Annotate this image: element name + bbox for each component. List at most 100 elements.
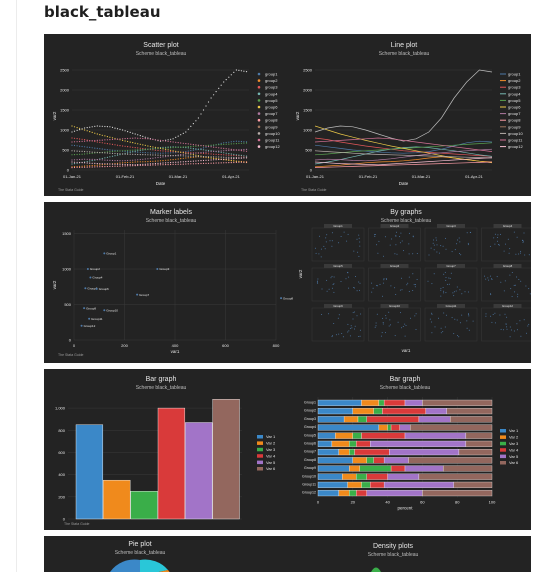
bar-graph-vertical-legend-label: Var 1 bbox=[266, 434, 276, 439]
bar-graph-horizontal-segment-var2 bbox=[361, 399, 380, 406]
scatter-plot-point-group6 bbox=[182, 152, 184, 154]
scatter-plot-point-group7 bbox=[99, 159, 101, 161]
panel-row-2: Marker labels Scheme black_tableau 0 500 100… bbox=[44, 202, 531, 363]
pie-plot-slice bbox=[140, 559, 168, 572]
bar-graph-horizontal-segment-var6 bbox=[422, 399, 493, 406]
by-graphs-point bbox=[510, 288, 512, 290]
bar-graph-horizontal-segment-var6 bbox=[453, 481, 493, 488]
bar-graph-horizontal-segment-var1 bbox=[317, 440, 333, 447]
scatter-plot-point-group9 bbox=[104, 125, 106, 128]
by-graphs-point bbox=[317, 282, 319, 284]
scatter-plot-point-group6 bbox=[129, 141, 131, 143]
by-graphs-point bbox=[380, 335, 382, 337]
by-graphs-point bbox=[434, 326, 436, 328]
by-graphs-facet-frame bbox=[311, 267, 365, 302]
bar-graph-vertical-bar-4 bbox=[157, 407, 186, 520]
bar-graph-horizontal-xtick-label: 60 bbox=[420, 499, 425, 504]
scatter-plot-point-group5 bbox=[86, 153, 88, 155]
scatter-plot-point-group7 bbox=[71, 159, 73, 161]
bar-graph-horizontal-segment-var3 bbox=[349, 490, 357, 497]
scatter-plot-point-group12 bbox=[106, 163, 108, 165]
bar-graph-horizontal-segment-var3 bbox=[357, 416, 367, 423]
by-graphs-point bbox=[317, 278, 319, 280]
by-graphs-point bbox=[338, 242, 340, 244]
by-graphs-point bbox=[374, 236, 376, 237]
scatter-plot-point-group12 bbox=[172, 161, 174, 163]
by-graphs-facet-header bbox=[324, 304, 352, 308]
by-graphs-point bbox=[383, 279, 385, 281]
scatter-plot-point-group2 bbox=[182, 157, 184, 159]
scatter-plot-point-group4 bbox=[101, 157, 103, 160]
bar-graph-horizontal-segment-var5 bbox=[404, 465, 444, 472]
scatter-plot-point-group10 bbox=[137, 153, 139, 156]
scatter-plot-point-group9 bbox=[94, 125, 96, 127]
line-plot-series-line-group6 bbox=[314, 125, 493, 164]
scatter-plot-point-group9 bbox=[182, 132, 184, 134]
line-plot-ytick-label: 1000 bbox=[303, 128, 313, 133]
scatter-plot-point-group3 bbox=[104, 142, 106, 144]
scatter-plot-point-group8 bbox=[195, 163, 197, 165]
scatter-plot-point-group8 bbox=[114, 165, 116, 167]
marker-labels-xtick-label: 600 bbox=[222, 343, 229, 348]
by-graphs-point bbox=[331, 275, 333, 277]
by-graphs-point bbox=[371, 291, 373, 293]
scatter-plot-point-group9 bbox=[91, 126, 93, 128]
marker-labels-ytick-label: 500 bbox=[64, 302, 71, 307]
scatter-plot-point-group2 bbox=[76, 165, 78, 168]
scatter-plot-point-group8 bbox=[154, 164, 156, 166]
scatter-plot-point-group8 bbox=[124, 165, 126, 167]
scatter-plot-point-group4 bbox=[223, 152, 225, 154]
by-graphs-point bbox=[333, 283, 335, 285]
scatter-plot-point-group12 bbox=[142, 163, 144, 165]
scatter-plot-point-group10 bbox=[99, 152, 101, 154]
line-plot-series-line-group8 bbox=[314, 161, 493, 168]
scatter-plot-point-group6 bbox=[192, 154, 194, 156]
scatter-plot-point-group10 bbox=[213, 156, 215, 158]
scatter-plot-point-group1 bbox=[228, 141, 230, 143]
scatter-plot-point-group12 bbox=[79, 161, 81, 164]
by-graphs-point bbox=[456, 286, 458, 288]
by-graphs-point bbox=[518, 279, 520, 280]
bar-graph-horizontal-segment-var4 bbox=[361, 432, 406, 439]
scatter-plot-legend-label: group12 bbox=[265, 144, 280, 149]
bar-graph-horizontal-segment-var4 bbox=[366, 416, 420, 423]
by-graphs-point bbox=[428, 254, 430, 256]
scatter-plot-point-group9 bbox=[76, 129, 78, 131]
by-graphs-point bbox=[353, 311, 355, 313]
by-graphs-point bbox=[388, 325, 390, 327]
scatter-plot-point-group5 bbox=[243, 142, 245, 144]
scatter-plot-point-group4 bbox=[89, 160, 91, 162]
by-graphs-point bbox=[519, 320, 521, 322]
scatter-plot-point-group4 bbox=[127, 152, 129, 154]
scatter-plot-point-group9 bbox=[137, 134, 139, 136]
bar-graph-horizontal-segment-var3 bbox=[356, 473, 367, 480]
by-graphs-point bbox=[394, 335, 396, 337]
scatter-plot-point-group7 bbox=[210, 151, 212, 153]
scatter-plot-point-group10 bbox=[172, 155, 174, 157]
scatter-plot-point-group5 bbox=[144, 148, 146, 150]
by-graphs-point bbox=[496, 276, 498, 278]
scatter-plot-point-group11 bbox=[218, 147, 220, 149]
bar-graph-horizontal-segment-var6 bbox=[410, 424, 493, 431]
by-graphs-facet-title: Group3 bbox=[446, 224, 456, 228]
scatter-plot-point-group9 bbox=[177, 135, 179, 137]
scatter-plot-point-group11 bbox=[96, 139, 98, 141]
scatter-plot-point-group3 bbox=[170, 150, 172, 152]
scatter-plot-point-group9 bbox=[129, 131, 131, 133]
scatter-plot-point-group4 bbox=[73, 163, 76, 165]
scatter-plot-point-group7 bbox=[144, 158, 146, 160]
scatter-plot-point-group3 bbox=[137, 147, 139, 149]
scatter-plot-point-group11 bbox=[195, 144, 197, 146]
scatter-plot-point-group7 bbox=[230, 149, 232, 151]
by-graphs-point bbox=[500, 233, 501, 235]
scatter-plot-point-group10 bbox=[104, 152, 106, 154]
scatter-plot-point-group7 bbox=[162, 156, 164, 158]
by-graphs-point bbox=[331, 287, 333, 289]
scatter-plot-point-group10 bbox=[187, 155, 189, 157]
bar-graph-horizontal-segment-var4 bbox=[390, 465, 406, 472]
scatter-plot-point-group3 bbox=[106, 143, 108, 145]
scatter-plot-point-group4 bbox=[104, 157, 106, 159]
scatter-plot-point-group12 bbox=[162, 162, 164, 164]
scatter-plot-point-group5 bbox=[210, 144, 212, 146]
scatter-plot-point-group4 bbox=[233, 153, 235, 155]
